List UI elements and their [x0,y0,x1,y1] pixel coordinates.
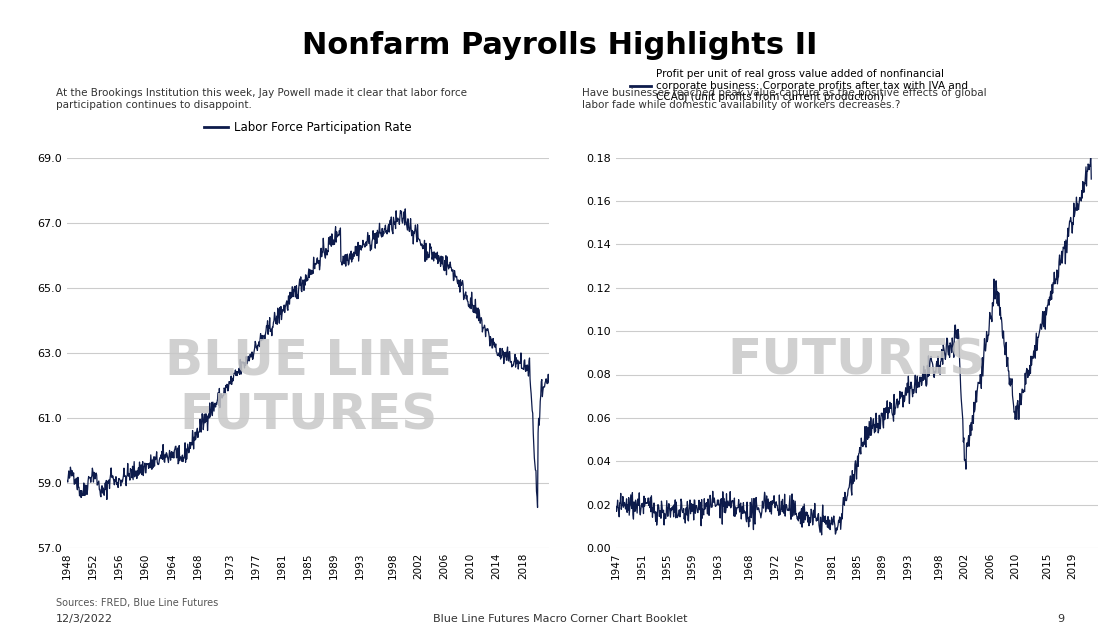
Text: At the Brookings Institution this week, Jay Powell made it clear that labor forc: At the Brookings Institution this week, … [56,88,467,110]
Text: 12/3/2022: 12/3/2022 [56,614,113,624]
Text: BLUE LINE: BLUE LINE [165,336,451,384]
Legend: Profit per unit of real gross value added of nonfinancial
corporate business: Co: Profit per unit of real gross value adde… [626,65,972,106]
Text: 9: 9 [1057,614,1064,624]
Text: Blue Line Futures Macro Corner Chart Booklet: Blue Line Futures Macro Corner Chart Boo… [432,614,688,624]
Text: Sources: FRED, Blue Line Futures: Sources: FRED, Blue Line Futures [56,598,218,608]
Text: FUTURES: FUTURES [179,391,437,439]
Text: FUTURES: FUTURES [728,336,986,384]
Text: Have businesses reached peak value-capture as the positive effects of global
lab: Have businesses reached peak value-captu… [582,88,987,110]
Text: Nonfarm Payrolls Highlights II: Nonfarm Payrolls Highlights II [302,32,818,60]
Legend: Labor Force Participation Rate: Labor Force Participation Rate [199,117,417,139]
